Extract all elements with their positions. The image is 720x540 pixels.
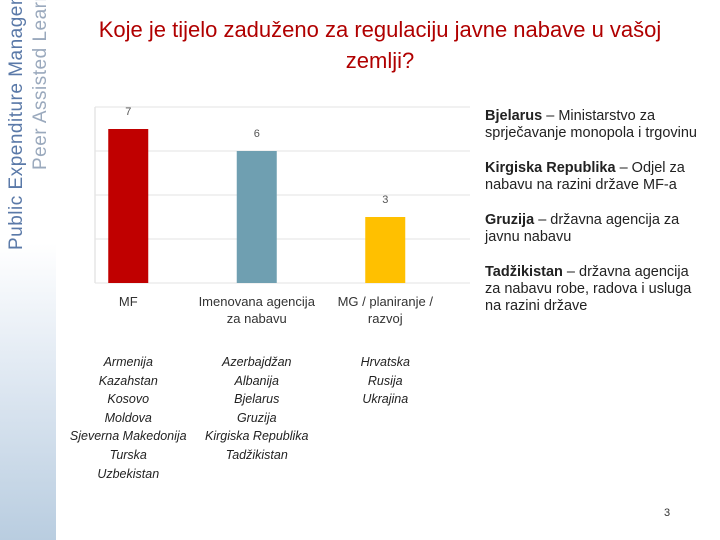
notes: Bjelarus – Ministarstvo za sprječavanje … — [485, 108, 705, 333]
value-label: 3 — [382, 194, 388, 206]
slide-title: Koje je tijelo zaduženo za regulaciju ja… — [98, 17, 662, 73]
x-tick-label: Imenovana agencija za nabavu — [198, 294, 315, 326]
country: Gruzija — [236, 410, 277, 425]
country: Rusija — [367, 373, 403, 388]
country: Kirgiska Republika — [204, 429, 309, 444]
country: Kosovo — [107, 392, 150, 407]
note-country: Tadžikistan — [485, 264, 563, 280]
value-label: 6 — [254, 128, 260, 140]
country: Tadžikistan — [225, 447, 288, 462]
country: Albanija — [234, 373, 279, 388]
note-text: – Odjel za nabavu na razini države MF-a — [485, 160, 685, 193]
country: Moldova — [104, 410, 152, 425]
country-list: Armenija Kazahstan Kosovo Moldova Sjeverna M… — [64, 353, 192, 483]
country: Kazahstan — [98, 373, 158, 388]
country: Turska — [109, 447, 147, 462]
x-tick-label: MF — [118, 294, 138, 309]
country: Hrvatska — [360, 355, 410, 369]
note: Bjelarus – Ministarstvo za sprječavanje … — [485, 108, 705, 142]
note-text: – Ministarstvo za sprječavanje monopola … — [485, 108, 697, 141]
value-label: 7 — [125, 106, 131, 118]
note-country: Bjelarus — [485, 108, 543, 124]
note: Kirgiska Republika – Odjel za nabavu na … — [485, 160, 705, 194]
country-list: Azerbajdžan Albanija Bjelarus Gruzija Kirgis… — [193, 353, 321, 465]
bar — [365, 217, 406, 283]
country-list: Hrvatska Rusija Ukrajina — [321, 353, 449, 409]
page-number: 3 — [664, 507, 671, 519]
country: Sjeverna Makedonija — [69, 429, 187, 444]
country: Uzbekistan — [97, 466, 160, 481]
note: Tadžikistan – državna agencija za nabavu… — [485, 264, 705, 315]
bar — [108, 129, 149, 283]
note-text: – državna agencija za nabavu robe, radov… — [485, 264, 692, 314]
logo-bar: Public Expenditure Management Peer Assis… — [0, 0, 56, 540]
country: Armenija — [103, 355, 153, 369]
country: Ukrajina — [362, 392, 409, 407]
note: Gruzija – državna agencija za javnu naba… — [485, 212, 705, 246]
note-text: – državna agencija za javnu nabavu — [485, 212, 680, 245]
bar — [236, 151, 277, 283]
note-country: Kirgiska Republika — [485, 160, 616, 176]
x-tick-label: MG / planiranje / razvoj — [337, 294, 433, 326]
country: Bjelarus — [234, 392, 280, 407]
note-country: Gruzija — [485, 212, 535, 228]
country: Azerbajdžan — [222, 355, 292, 369]
